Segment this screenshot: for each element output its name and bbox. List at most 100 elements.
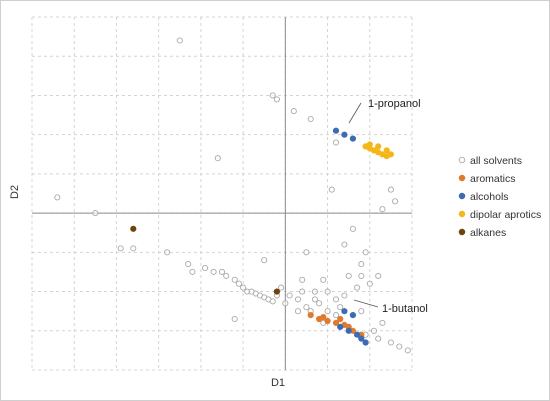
point-all-solvents xyxy=(185,261,192,268)
point-all-solvents xyxy=(269,92,276,99)
point-alcohols xyxy=(349,135,357,142)
point-all-solvents xyxy=(404,347,411,354)
point-all-solvents xyxy=(214,155,221,162)
point-all-solvents xyxy=(332,312,340,319)
point-all-solvents xyxy=(387,186,394,193)
point-all-solvents xyxy=(303,249,310,256)
point-all-solvents xyxy=(189,268,196,275)
point-all-solvents xyxy=(130,245,137,252)
legend-label: all solvents xyxy=(470,155,522,167)
point-all-solvents xyxy=(366,280,373,287)
legend-marker xyxy=(458,192,466,200)
point-all-solvents xyxy=(358,261,365,268)
point-all-solvents xyxy=(303,304,310,311)
point-all-solvents xyxy=(240,284,247,291)
point-all-solvents xyxy=(54,194,61,201)
point-all-solvents xyxy=(299,288,306,295)
point-all-solvents xyxy=(332,296,340,303)
point-alcohols xyxy=(337,323,344,331)
point-all-solvents xyxy=(341,292,348,299)
point-aromatics xyxy=(324,317,331,325)
point-all-solvents xyxy=(345,272,352,279)
data-points xyxy=(54,37,411,354)
point-all-solvents xyxy=(269,298,276,305)
point-aromatics xyxy=(332,319,340,327)
legend: all solvents aromatics alcohols dipolar apr… xyxy=(458,155,541,239)
point-dipolar-aprotics xyxy=(366,141,373,148)
annotation-leader xyxy=(353,299,379,308)
point-all-solvents xyxy=(341,241,348,248)
point-all-solvents xyxy=(235,280,242,287)
point-alcohols xyxy=(345,327,352,334)
point-all-solvents xyxy=(218,268,226,275)
point-aromatics xyxy=(320,314,327,321)
annotation-label: 1-propanol xyxy=(368,98,421,110)
point-dipolar-aprotics xyxy=(383,147,390,154)
point-all-solvents xyxy=(354,284,361,291)
point-all-solvents xyxy=(231,315,238,323)
y-axis-label: D2 xyxy=(9,185,21,199)
point-alcohols xyxy=(349,312,357,319)
point-all-solvents xyxy=(176,37,183,44)
legend-marker xyxy=(458,174,466,182)
point-alcohols xyxy=(362,339,369,346)
point-alcohols xyxy=(354,331,361,338)
point-all-solvents xyxy=(349,225,356,232)
point-alkanes xyxy=(273,288,281,295)
legend-label: alkanes xyxy=(470,227,506,239)
point-all-solvents xyxy=(282,300,289,307)
legend-marker xyxy=(458,210,466,218)
point-all-solvents xyxy=(392,198,399,205)
point-all-solvents xyxy=(316,300,323,307)
point-alcohols xyxy=(358,335,365,342)
annotations: 1-propanol 1-butanol xyxy=(348,98,428,315)
point-alcohols xyxy=(332,127,340,134)
point-dipolar-aprotics xyxy=(387,151,395,158)
point-alcohols xyxy=(341,308,348,315)
point-all-solvents xyxy=(396,343,403,350)
annotation-label: 1-butanol xyxy=(382,303,428,315)
point-alkanes xyxy=(130,225,137,232)
point-all-solvents xyxy=(261,257,268,264)
point-all-solvents xyxy=(223,272,230,279)
point-all-solvents xyxy=(92,210,99,217)
point-all-solvents xyxy=(328,186,335,193)
point-all-solvents xyxy=(337,304,344,311)
legend-label: aromatics xyxy=(470,173,516,185)
x-axis-label: D1 xyxy=(271,377,285,389)
point-aromatics xyxy=(307,312,314,319)
point-all-solvents xyxy=(375,335,382,342)
legend-marker xyxy=(458,156,466,164)
point-all-solvents xyxy=(210,268,217,275)
point-all-solvents xyxy=(117,245,124,252)
point-alcohols xyxy=(341,131,348,138)
point-all-solvents xyxy=(370,327,378,334)
point-all-solvents xyxy=(294,296,302,303)
point-all-solvents xyxy=(307,115,314,123)
annotation-leader xyxy=(348,102,362,124)
point-all-solvents xyxy=(324,288,331,295)
point-all-solvents xyxy=(278,284,285,291)
point-all-solvents xyxy=(379,206,386,213)
point-all-solvents xyxy=(311,288,318,295)
point-all-solvents xyxy=(362,249,369,256)
point-all-solvents xyxy=(164,249,171,256)
point-all-solvents xyxy=(290,108,297,115)
point-all-solvents xyxy=(299,276,306,283)
point-all-solvents xyxy=(387,339,394,346)
point-all-solvents xyxy=(273,96,280,103)
point-all-solvents xyxy=(332,139,340,146)
point-aromatics xyxy=(337,315,344,323)
point-all-solvents xyxy=(358,308,365,315)
point-all-solvents xyxy=(286,292,293,299)
point-all-solvents xyxy=(358,272,365,279)
point-all-solvents xyxy=(294,308,302,315)
point-all-solvents xyxy=(311,296,318,303)
point-all-solvents xyxy=(202,264,209,272)
legend-label: dipolar aprotics xyxy=(470,209,541,221)
point-all-solvents xyxy=(379,319,386,326)
legend-label: alcohols xyxy=(470,191,509,203)
point-all-solvents xyxy=(320,276,327,283)
